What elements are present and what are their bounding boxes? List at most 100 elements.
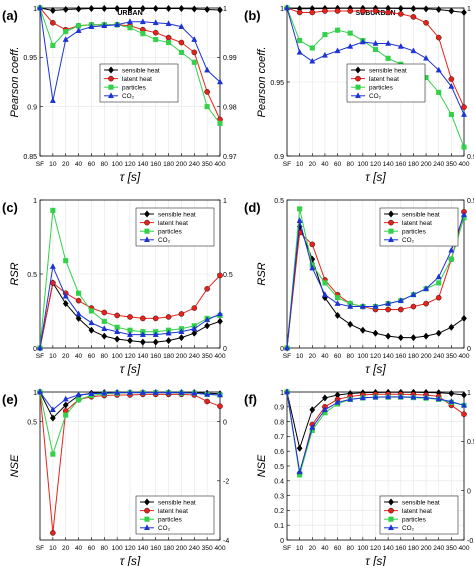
legend-entry: particles bbox=[369, 85, 393, 92]
y2-tick-label: 0 bbox=[223, 346, 227, 353]
panel-letter: (c) bbox=[2, 200, 18, 215]
y2-tick-label: 0 bbox=[467, 346, 471, 353]
x-tick-label: 80 bbox=[101, 161, 109, 168]
data-point bbox=[217, 272, 223, 279]
legend-entry: latent heat bbox=[122, 76, 152, 83]
legend-marker bbox=[108, 75, 114, 82]
x-tick-label: 140 bbox=[383, 353, 394, 360]
x-tick-label: 60 bbox=[88, 545, 96, 552]
data-point bbox=[126, 18, 134, 25]
data-point bbox=[217, 120, 223, 126]
data-point bbox=[165, 314, 172, 320]
data-point bbox=[62, 300, 69, 308]
data-point bbox=[36, 4, 44, 11]
x-tick-label: 160 bbox=[150, 353, 161, 360]
data-point bbox=[88, 4, 95, 13]
legend-entry: CO₂ bbox=[402, 525, 415, 532]
legend-entry: particles bbox=[158, 517, 182, 524]
data-point bbox=[460, 401, 468, 408]
data-point bbox=[322, 394, 328, 402]
data-point bbox=[397, 297, 404, 303]
legend-entry: sensible heat bbox=[402, 499, 440, 506]
y2-tick-label: 0.98 bbox=[223, 104, 237, 111]
y-tick-label: 0 bbox=[33, 346, 37, 353]
x-axis-label: τ [s] bbox=[120, 362, 141, 376]
data-point bbox=[88, 23, 95, 29]
y2-tick-label: 0.5 bbox=[467, 439, 474, 446]
x-tick-label: 160 bbox=[395, 545, 406, 552]
data-point bbox=[397, 334, 404, 342]
legend-marker bbox=[388, 507, 394, 514]
legend-marker bbox=[144, 507, 150, 514]
data-point bbox=[321, 51, 328, 58]
data-point bbox=[139, 4, 146, 13]
data-point bbox=[372, 329, 379, 337]
x-tick-label: 60 bbox=[88, 161, 96, 168]
data-point bbox=[283, 344, 291, 351]
legend-entry: sensible heat bbox=[402, 211, 440, 218]
legend-marker bbox=[388, 516, 394, 522]
data-point bbox=[322, 280, 328, 286]
legend-marker bbox=[355, 84, 361, 90]
x-tick-label: 180 bbox=[163, 545, 174, 552]
y-tick-label: 0.8 bbox=[274, 419, 284, 426]
x-tick-label: 240 bbox=[189, 353, 200, 360]
data-point bbox=[101, 389, 108, 396]
x-tick-label: 240 bbox=[433, 353, 444, 360]
x-tick-label: 10 bbox=[296, 161, 304, 168]
data-point bbox=[334, 47, 341, 54]
data-point bbox=[423, 19, 429, 26]
data-point bbox=[385, 393, 392, 400]
data-point bbox=[334, 311, 341, 320]
data-point bbox=[127, 337, 133, 345]
x-tick-label: 200 bbox=[176, 353, 187, 360]
data-point bbox=[152, 19, 159, 26]
y-tick-label: 0.9 bbox=[27, 104, 37, 111]
data-point bbox=[204, 89, 210, 95]
x-tick-label: 180 bbox=[408, 161, 419, 168]
data-point bbox=[49, 406, 56, 413]
data-point bbox=[101, 4, 108, 13]
data-point bbox=[75, 391, 82, 398]
data-point bbox=[152, 29, 159, 36]
data-point bbox=[296, 217, 303, 223]
data-point bbox=[101, 332, 108, 340]
y2-tick-label: 0 bbox=[223, 419, 227, 426]
data-point bbox=[423, 5, 429, 13]
y-tick-label: 0.95 bbox=[23, 55, 37, 62]
data-point bbox=[461, 314, 467, 322]
x-tick-label: 10 bbox=[49, 353, 57, 360]
data-point bbox=[88, 326, 95, 334]
x-tick-label: 200 bbox=[421, 161, 432, 168]
x-tick-label: 120 bbox=[370, 545, 381, 552]
data-point bbox=[139, 18, 146, 25]
y-axis-label: NSE bbox=[9, 454, 21, 477]
data-point bbox=[191, 329, 198, 337]
x-tick-label: 100 bbox=[112, 161, 123, 168]
legend-marker bbox=[144, 228, 150, 234]
x-tick-label: 350 bbox=[446, 545, 457, 552]
data-point bbox=[165, 337, 172, 345]
data-point bbox=[435, 34, 442, 41]
x-axis-label: τ [s] bbox=[365, 362, 386, 376]
data-point bbox=[216, 310, 224, 317]
data-point bbox=[435, 66, 442, 73]
data-point bbox=[152, 4, 159, 13]
legend-entry: sensible heat bbox=[369, 67, 407, 74]
data-point bbox=[347, 320, 354, 328]
x-tick-label: 40 bbox=[321, 545, 329, 552]
y2-tick-label: 1 bbox=[223, 6, 227, 13]
y-tick-label: 0.7 bbox=[274, 434, 284, 441]
data-point bbox=[49, 263, 56, 269]
data-point bbox=[204, 322, 211, 330]
data-point bbox=[178, 23, 185, 29]
x-tick-label: 180 bbox=[163, 353, 174, 360]
y2-tick-label: 0.5 bbox=[467, 198, 474, 205]
legend-entry: particles bbox=[122, 85, 146, 92]
x-tick-label: 20 bbox=[309, 353, 317, 360]
y-tick-label: 1 bbox=[33, 198, 37, 205]
y2-tick-label: 0.5 bbox=[223, 272, 233, 279]
data-point bbox=[76, 397, 82, 403]
